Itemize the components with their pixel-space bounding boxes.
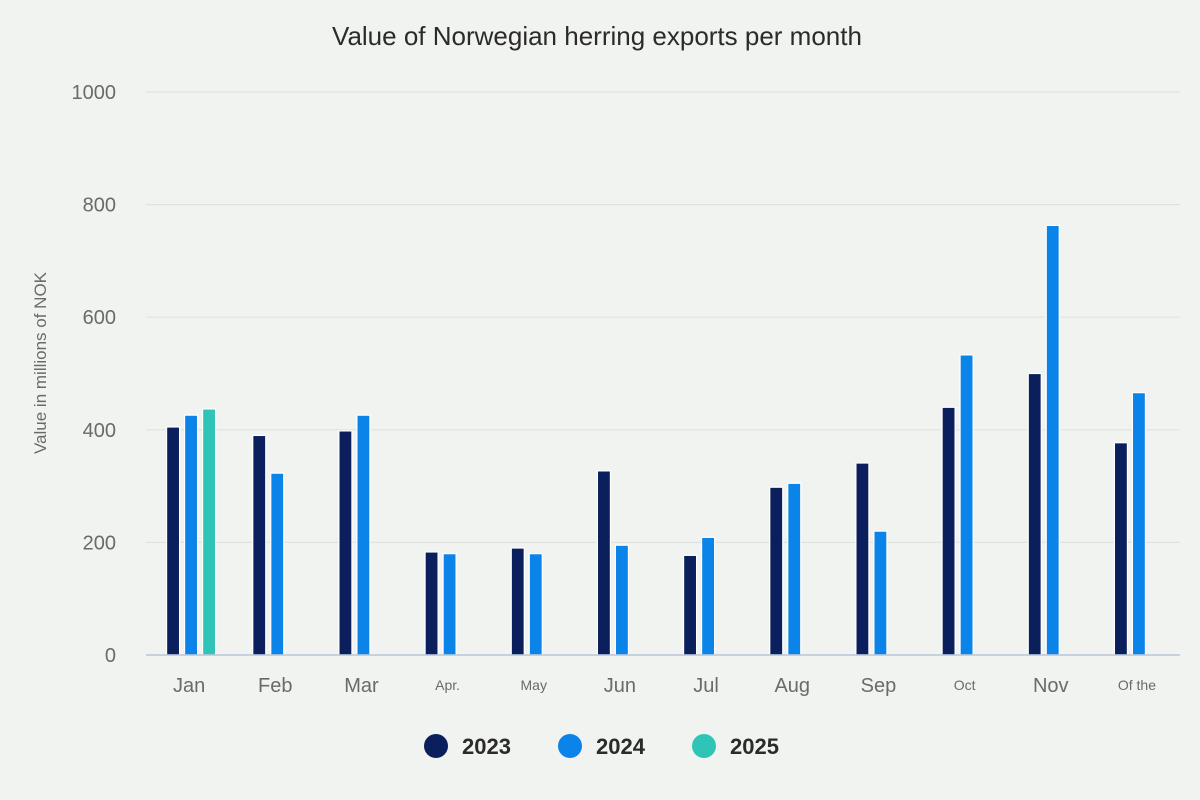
y-tick-label: 400: [83, 420, 116, 442]
x-tick-label: Of the: [1118, 677, 1156, 693]
legend-item-2023[interactable]: 2023: [424, 734, 511, 759]
x-tick-label: Nov: [1033, 675, 1069, 697]
bar-oct-2024: [959, 354, 974, 656]
legend-item-2024[interactable]: 2024: [558, 734, 646, 759]
bar-mar-2023: [338, 430, 353, 656]
bar-jul-2023: [682, 554, 698, 656]
bar-aug-2023: [769, 486, 784, 656]
legend-swatch: [424, 734, 448, 758]
bar-oct-2023: [941, 406, 956, 656]
legend-item-2025[interactable]: 2025: [692, 734, 779, 759]
bar-jul-2024: [700, 536, 716, 656]
bar-jan-2023: [165, 426, 181, 656]
bar-mar-2024: [356, 414, 371, 656]
y-tick-label: 800: [83, 195, 116, 217]
bar-nov-2024: [1045, 224, 1060, 656]
bar-apr--2024: [442, 553, 457, 656]
x-tick-label: May: [521, 677, 547, 693]
x-tick-label: Aug: [774, 675, 810, 697]
legend-swatch: [558, 734, 582, 758]
bars: [165, 224, 1147, 656]
chart-title: Value of Norwegian herring exports per m…: [332, 21, 862, 51]
bar-jan-2025: [201, 408, 217, 656]
y-tick-label: 0: [105, 645, 116, 667]
x-tick-label: Jan: [173, 675, 205, 697]
x-tick-label: Apr.: [435, 677, 460, 693]
bar-aug-2024: [787, 482, 802, 656]
x-tick-label: Jun: [604, 675, 636, 697]
y-tick-label: 200: [83, 532, 116, 554]
x-tick-label: Oct: [954, 677, 976, 693]
legend-label: 2024: [596, 734, 646, 759]
bar-may-2023: [510, 547, 525, 656]
bar-apr--2023: [424, 551, 439, 656]
x-tick-label: Jul: [693, 675, 719, 697]
bar-feb-2023: [252, 434, 267, 656]
gridlines: [146, 91, 1180, 544]
legend-label: 2023: [462, 734, 511, 759]
legend-label: 2025: [730, 734, 779, 759]
x-tick-label: Sep: [861, 675, 897, 697]
y-axis-label: Value in millions of NOK: [31, 271, 50, 454]
bar-sep-2024: [873, 530, 888, 656]
bar-of-the-2024: [1131, 392, 1147, 656]
y-tick-label: 1000: [72, 82, 117, 104]
bar-jun-2024: [614, 544, 630, 656]
bar-sep-2023: [855, 462, 870, 656]
x-tick-label: Feb: [258, 675, 292, 697]
bar-jan-2024: [183, 414, 199, 656]
y-tick-label: 600: [83, 307, 116, 329]
bar-jun-2023: [596, 470, 612, 656]
bar-nov-2023: [1027, 372, 1042, 656]
x-tick-label: Mar: [344, 675, 379, 697]
x-tick-labels: Jan Feb Mar Apr. May Jun Jul Aug Sep Oct Nov Of the: [173, 675, 1156, 697]
bar-may-2024: [528, 553, 543, 656]
bar-of-the-2023: [1113, 442, 1129, 656]
bar-feb-2024: [270, 472, 285, 656]
legend[interactable]: 2023 2024 2025: [424, 734, 779, 759]
y-tick-labels: 0 200 400 600 800 1000: [72, 82, 117, 667]
legend-swatch: [692, 734, 716, 758]
